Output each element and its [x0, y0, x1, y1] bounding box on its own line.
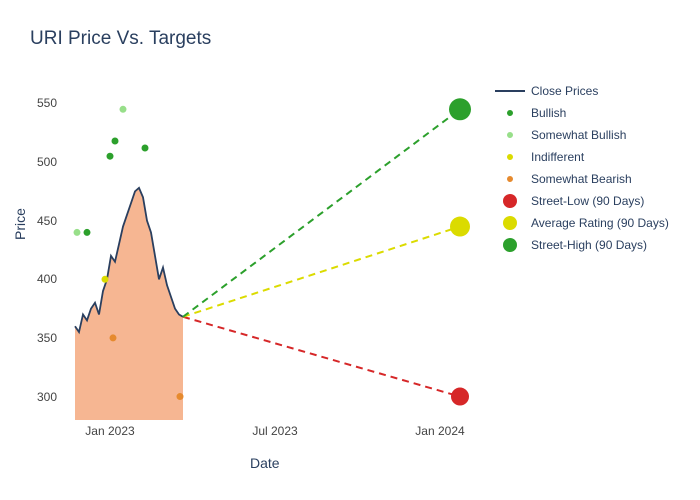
legend: Close Prices Bullish Somewhat Bullish Indif… — [495, 82, 669, 258]
legend-label: Somewhat Bearish — [531, 172, 632, 186]
legend-label: Street-Low (90 Days) — [531, 194, 644, 208]
chart-title: URI Price Vs. Targets — [30, 28, 211, 50]
x-axis-label: Date — [250, 455, 280, 471]
chart-svg — [65, 80, 485, 420]
target-circle — [451, 388, 469, 406]
y-tick: 550 — [22, 96, 57, 110]
target-dash-line — [183, 317, 460, 397]
y-tick: 400 — [22, 272, 57, 286]
x-tick: Jul 2023 — [252, 424, 297, 438]
legend-label: Somewhat Bullish — [531, 128, 626, 142]
legend-circle-swatch — [503, 194, 517, 208]
legend-dot-swatch — [507, 110, 513, 116]
legend-label: Indifferent — [531, 150, 584, 164]
legend-dot-swatch — [507, 176, 513, 182]
legend-item[interactable]: Bullish — [495, 104, 669, 122]
y-tick: 300 — [22, 390, 57, 404]
legend-dot-swatch — [507, 132, 513, 138]
plot-area: 300350400450500550 Jan 2023Jul 2023Jan 2… — [65, 80, 485, 420]
legend-circle-swatch — [503, 216, 517, 230]
x-tick: Jan 2024 — [415, 424, 464, 438]
chart-container: URI Price Vs. Targets Price Date 3003504… — [0, 0, 700, 500]
rating-dot — [107, 153, 114, 160]
legend-line-swatch — [495, 90, 525, 92]
target-circle — [450, 217, 470, 237]
legend-label: Street-High (90 Days) — [531, 238, 647, 252]
rating-dot — [102, 276, 109, 283]
legend-circle-swatch — [503, 238, 517, 252]
legend-item[interactable]: Somewhat Bullish — [495, 126, 669, 144]
target-dash-line — [183, 109, 460, 317]
rating-dot — [120, 106, 127, 113]
y-tick: 450 — [22, 214, 57, 228]
target-dash-line — [183, 227, 460, 317]
rating-dot — [74, 229, 81, 236]
y-tick: 500 — [22, 155, 57, 169]
x-tick: Jan 2023 — [85, 424, 134, 438]
rating-dot — [177, 393, 184, 400]
rating-dot — [84, 229, 91, 236]
legend-label: Close Prices — [531, 84, 598, 98]
legend-item[interactable]: Street-Low (90 Days) — [495, 192, 669, 210]
legend-item[interactable]: Average Rating (90 Days) — [495, 214, 669, 232]
target-circle — [449, 98, 471, 120]
rating-dot — [112, 137, 119, 144]
rating-dot — [142, 145, 149, 152]
legend-item[interactable]: Street-High (90 Days) — [495, 236, 669, 254]
price-area — [75, 188, 183, 420]
legend-item[interactable]: Somewhat Bearish — [495, 170, 669, 188]
rating-dot — [110, 334, 117, 341]
legend-item[interactable]: Close Prices — [495, 82, 669, 100]
legend-label: Average Rating (90 Days) — [531, 216, 669, 230]
legend-item[interactable]: Indifferent — [495, 148, 669, 166]
y-tick: 350 — [22, 331, 57, 345]
legend-dot-swatch — [507, 154, 513, 160]
legend-label: Bullish — [531, 106, 566, 120]
